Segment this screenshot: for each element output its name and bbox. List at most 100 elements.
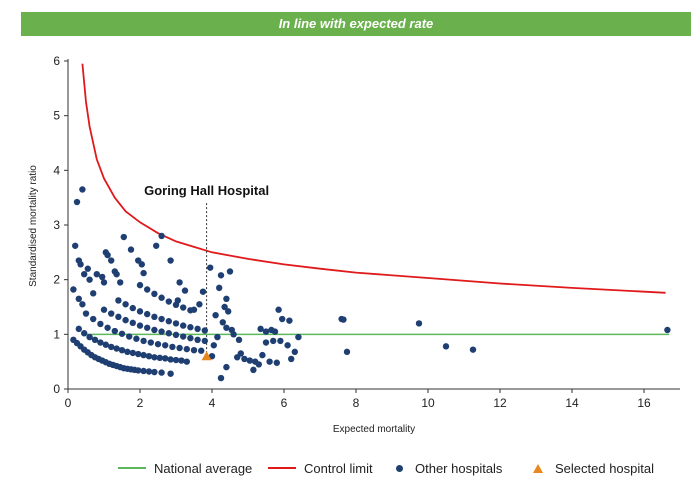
hospital-point [99, 273, 106, 281]
hospital-point [212, 312, 219, 319]
banner: In line with expected rate [21, 12, 691, 36]
hospital-point [147, 339, 154, 346]
x-tick-label: 0 [65, 396, 72, 410]
hospital-point [208, 353, 216, 360]
hospital-point [207, 264, 214, 271]
hospital-point [194, 325, 201, 333]
hospital-point [81, 271, 88, 278]
hospital-point [180, 333, 187, 340]
hospital-point [86, 276, 93, 283]
hospital-point [284, 342, 291, 349]
hospital-point [151, 326, 158, 334]
hospital-point [279, 315, 286, 323]
hospital-point [172, 356, 180, 364]
x-tick-label: 16 [637, 396, 651, 410]
hospital-point [201, 337, 208, 345]
hospital-point [172, 320, 180, 327]
hospital-point [73, 198, 81, 206]
hospital-point [190, 346, 198, 354]
hospital-point [469, 346, 477, 353]
y-tick-label: 2 [53, 273, 60, 287]
hospital-point [273, 359, 280, 366]
hospital-point [140, 269, 147, 277]
hospital-point [104, 324, 111, 331]
y-axis-label: Standardised mortality ratio [28, 165, 39, 287]
legend-line-red [268, 467, 296, 469]
hospital-point [165, 318, 172, 325]
annotation-label: Goring Hall Hospital [144, 183, 269, 198]
hospital-point [158, 328, 165, 335]
x-tick-label: 2 [137, 396, 144, 410]
hospital-point [167, 257, 174, 264]
x-tick-label: 8 [353, 396, 360, 410]
hospital-point [271, 328, 279, 335]
hospital-point [133, 335, 140, 342]
hospital-point [183, 345, 190, 353]
y-tick-label: 1 [53, 327, 60, 341]
hospital-point [100, 306, 108, 313]
legend-national-average: National average [118, 458, 252, 478]
legend-selected-hospital: Selected hospital [533, 458, 654, 478]
hospital-point [151, 368, 158, 376]
hospital-point [108, 310, 115, 317]
hospital-point [262, 339, 270, 346]
hospital-point [135, 350, 142, 358]
hospital-point [140, 367, 147, 375]
hospital-point [97, 320, 104, 328]
x-tick-label: 14 [565, 396, 579, 410]
hospital-point [118, 346, 126, 354]
hospital-point [151, 313, 158, 321]
hospital-point [257, 325, 264, 333]
hospital-point [167, 356, 174, 363]
hospital-point [250, 366, 257, 374]
hospital-point [295, 333, 302, 341]
hospital-point [104, 251, 111, 259]
legend: National average Control limit Other hos… [0, 458, 700, 478]
hospital-point [111, 327, 119, 335]
hospital-point [113, 345, 120, 352]
hospital-point [223, 363, 230, 371]
hospital-point [178, 357, 185, 364]
hospital-point [122, 301, 129, 308]
hospital-point [90, 290, 97, 297]
hospital-point [72, 242, 79, 249]
y-tick-label: 5 [53, 109, 60, 123]
hospital-point [181, 287, 189, 294]
hospital-point [165, 298, 172, 305]
hospital-point [266, 358, 273, 365]
hospital-point [235, 336, 243, 343]
hospital-point [172, 301, 180, 309]
hospital-point [442, 343, 450, 350]
legend-label: Other hospitals [415, 460, 503, 476]
hospital-point [217, 374, 225, 382]
hospital-point [118, 330, 126, 337]
hospital-point [153, 242, 160, 249]
marks [70, 63, 671, 382]
hospital-point [81, 330, 88, 337]
hospital-point [291, 348, 298, 356]
hospital-point [158, 369, 165, 376]
hospital-point [288, 355, 295, 363]
hospital-point [223, 295, 230, 302]
hospital-point [129, 304, 136, 312]
legend-triangle-icon [533, 463, 543, 473]
legend-dot-icon [396, 464, 403, 472]
hospital-point [75, 325, 83, 333]
hospital-point [210, 342, 217, 349]
hospital-point [77, 261, 84, 268]
hospital-point [79, 186, 86, 193]
hospital-point [108, 257, 115, 264]
hospital-point [214, 333, 221, 341]
hospital-point [216, 284, 223, 292]
hospital-point [277, 337, 284, 345]
hospital-point [127, 246, 135, 253]
hospital-point [180, 322, 187, 329]
hospital-point [100, 279, 108, 286]
hospital-point [176, 279, 183, 286]
hospital-point [187, 307, 194, 314]
control-limit-curve [81, 63, 666, 294]
x-tick-label: 6 [281, 396, 288, 410]
hospital-point [115, 313, 122, 321]
